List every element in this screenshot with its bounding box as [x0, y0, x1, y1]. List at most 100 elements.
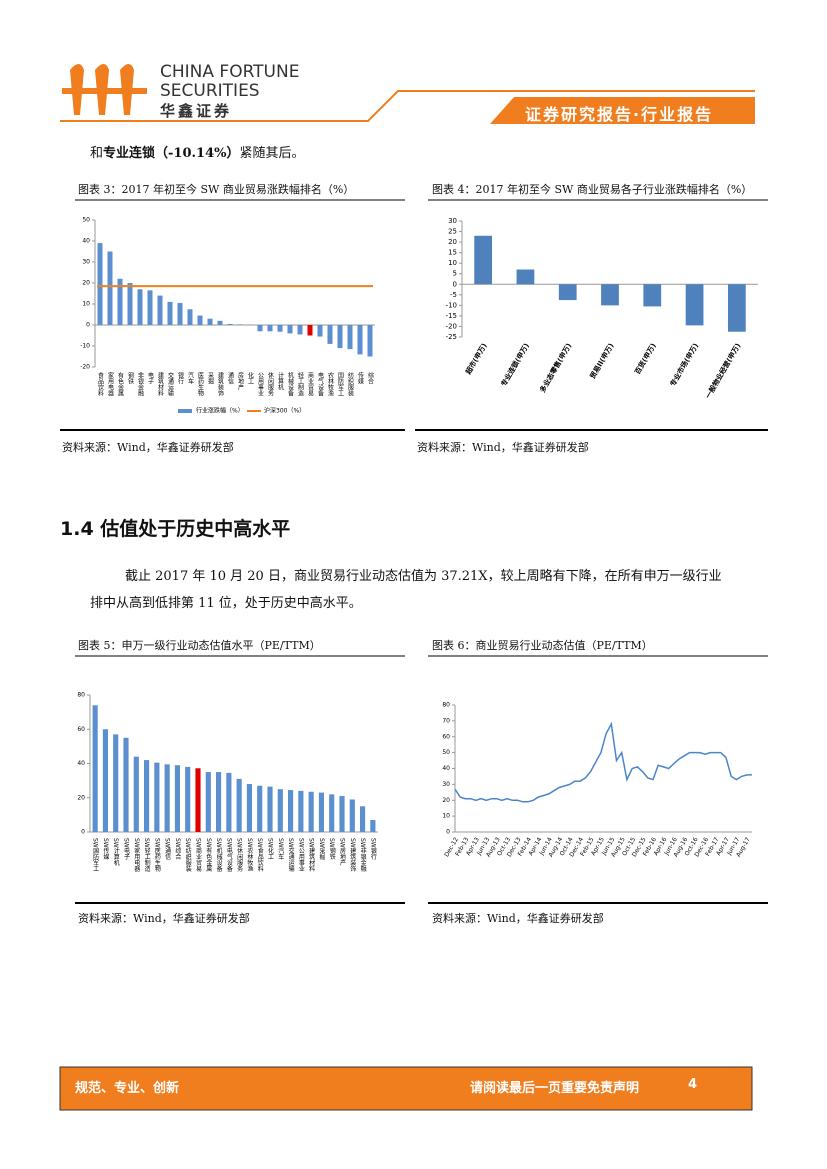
source: 资料来源：Wind，华鑫证券研发部	[62, 441, 234, 454]
x-tick-label: 农林牧渔	[327, 371, 334, 397]
text: 紧随其后。	[239, 146, 305, 161]
y-tick-label: -10	[80, 343, 90, 350]
paragraph: 排中从高到低排第 11 位，处于历史中高水平。	[90, 596, 362, 611]
company-en: CHINA FORTUNE	[160, 62, 300, 82]
bar	[216, 772, 222, 832]
y-tick-label: 10	[448, 259, 457, 267]
bar	[287, 325, 293, 334]
bar	[257, 785, 263, 832]
y-tick-label: 60	[77, 726, 85, 733]
footer-notice: 请阅读最后一页重要免责声明	[470, 1081, 640, 1096]
caption: 图表 3：2017 年初至今 SW 商业贸易涨跌幅排名（%）	[78, 183, 355, 196]
bar	[317, 325, 323, 337]
company-cn: 华鑫证券	[160, 102, 233, 120]
bar	[167, 301, 173, 325]
y-tick-label: 60	[442, 733, 450, 740]
x-tick-label: 机械设备	[287, 371, 294, 397]
y-tick-label: 40	[82, 238, 90, 245]
bar	[339, 796, 345, 832]
y-tick-label: 30	[82, 259, 90, 266]
bar	[107, 251, 113, 325]
y-tick-label: 0	[86, 322, 90, 329]
x-tick-label: SW商业贸易	[195, 838, 202, 873]
source: 资料来源：Wind，华鑫证券研发部	[417, 441, 589, 454]
bar	[97, 243, 103, 325]
x-tick-label: 传媒	[357, 371, 364, 385]
bar	[207, 318, 213, 325]
bar	[117, 278, 123, 325]
y-tick-label: 40	[442, 765, 450, 772]
x-tick-label: SW电气设备	[225, 838, 232, 873]
x-tick-label: 非银金融	[137, 371, 144, 397]
x-tick-label: SW交通运输	[287, 838, 294, 873]
bar	[174, 765, 180, 832]
x-tick-label: 化工	[247, 371, 254, 384]
y-tick-label: 80	[77, 692, 85, 699]
x-tick-label: 超市(申万)	[464, 341, 489, 375]
x-tick-label: SW轻工制造	[143, 838, 150, 873]
bar	[177, 302, 183, 325]
y-tick-label: 20	[448, 238, 457, 246]
y-tick-label: -20	[446, 322, 457, 330]
bar	[195, 768, 201, 832]
bar	[147, 290, 153, 325]
x-tick-label: 电子	[147, 371, 154, 384]
bar	[474, 235, 493, 285]
footer-bar	[59, 1066, 753, 1111]
x-tick-label: SW农林牧渔	[246, 838, 253, 873]
y-tick-label: 40	[77, 760, 85, 767]
x-tick-label: 食品饮料	[97, 371, 104, 397]
bar	[558, 284, 577, 301]
bar	[297, 325, 303, 335]
bar	[154, 762, 160, 832]
caption: 图表 6：商业贸易行业动态估值（PE/TTM）	[432, 639, 653, 652]
bar	[185, 766, 191, 832]
x-tick-label: SW医药生物	[153, 838, 160, 873]
x-tick-label: 专业连锁(申万)	[499, 342, 531, 388]
legend-label: 沪深300（%）	[264, 407, 305, 415]
bar	[187, 309, 193, 325]
bar	[133, 756, 139, 832]
y-tick-label: -10	[446, 301, 457, 309]
bar	[257, 325, 263, 332]
x-tick-label: 通信	[227, 371, 234, 385]
paragraph: 截止 2017 年 10 月 20 日，商业贸易行业动态估值为 37.21X，较…	[125, 569, 722, 584]
bar	[237, 324, 243, 325]
bar	[157, 295, 163, 325]
x-tick-label: SW建筑材料	[308, 838, 315, 873]
x-tick-label: 交通运输	[167, 371, 174, 397]
x-tick-label: 多业态零售(申万)	[538, 342, 573, 394]
bar	[318, 792, 324, 832]
bar	[164, 764, 170, 832]
x-tick-label: SW综合	[174, 838, 181, 861]
x-tick-label: 建筑材料	[157, 371, 164, 397]
x-tick-label: SW非银金融	[359, 838, 366, 873]
bar	[113, 734, 119, 832]
x-tick-label: 计算机	[277, 371, 284, 391]
x-tick-label: SW休闲服务	[236, 838, 243, 873]
y-tick-label: 50	[442, 749, 450, 756]
header-rule	[60, 90, 755, 122]
bar	[360, 806, 366, 832]
x-tick-label: SW家用电器	[133, 838, 140, 873]
y-tick-label: 20	[442, 797, 450, 804]
x-tick-label: 综合	[367, 371, 374, 385]
bar	[236, 778, 242, 832]
x-tick-label: 有色金属	[117, 371, 124, 397]
x-tick-label: 家用电器	[107, 371, 114, 397]
y-tick-label: 70	[442, 717, 450, 724]
y-tick-label: 50	[82, 217, 90, 224]
bar	[277, 325, 283, 332]
x-tick-label: SW国防军工	[92, 838, 99, 872]
y-tick-label: 80	[442, 702, 450, 709]
bar	[277, 789, 283, 832]
x-tick-label: SW化工	[267, 838, 274, 860]
header-banner	[490, 97, 755, 124]
bar	[329, 794, 335, 832]
x-tick-label: SW电子	[123, 838, 130, 860]
bar	[92, 705, 98, 832]
bar	[601, 284, 619, 306]
x-tick-label: SW纺织服装	[184, 838, 191, 873]
bar	[137, 289, 143, 325]
